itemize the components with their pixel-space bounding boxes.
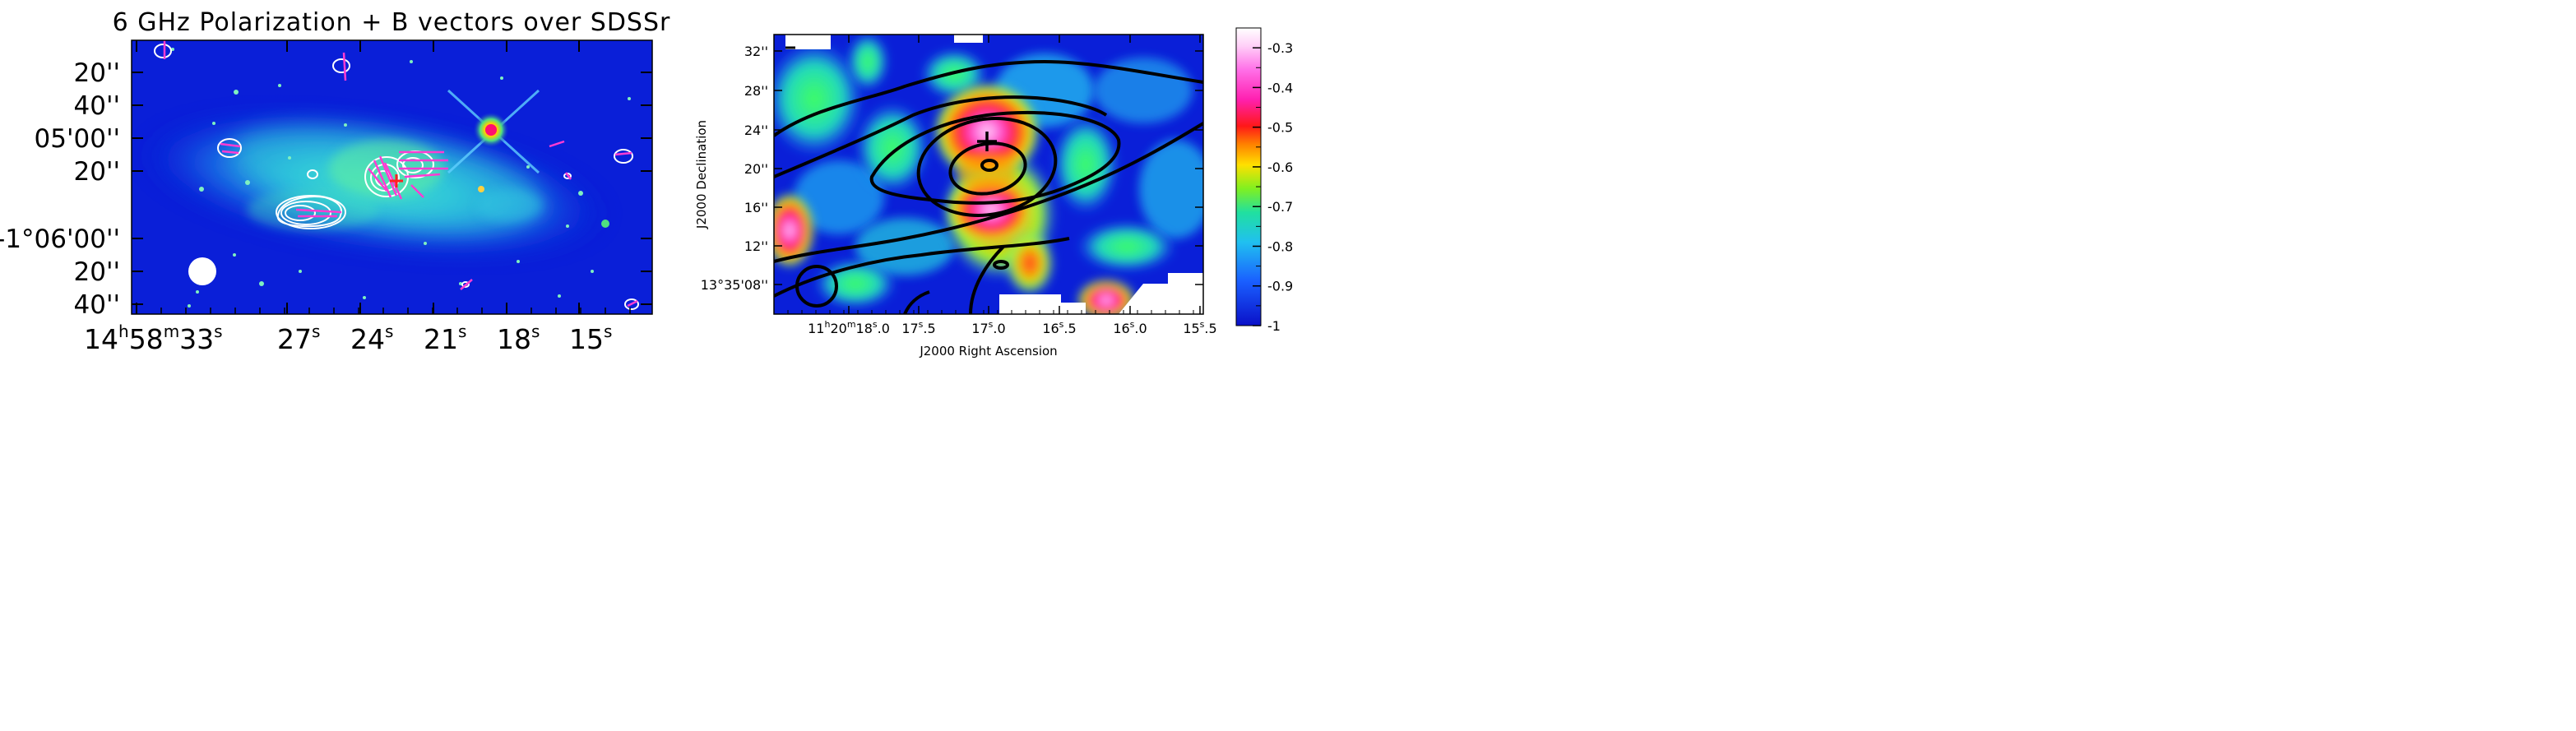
- right-dec-tick-label: 12'': [744, 238, 768, 254]
- right-ra-tick-label: 15s.5: [1183, 319, 1216, 336]
- left-dec-tick-label: 05'00'': [35, 124, 120, 154]
- colorbar-tick-label: -0.4: [1267, 80, 1293, 95]
- left-ra-tick-label: 27s: [277, 322, 320, 355]
- left-ra-tick-label: 21s: [424, 322, 466, 355]
- left-dec-tick-label: -1°06'00'': [0, 224, 120, 254]
- colorbar-axis: -0.3 -0.4 -0.5 -0.6 -0.7 -0.8 -0.9 -1: [1253, 40, 1293, 334]
- left-ra-tick-label: 14h58m33s: [84, 322, 223, 355]
- field-stars: [171, 48, 631, 308]
- colorbar: [1235, 27, 1262, 326]
- left-title: 6 GHz Polarization + B vectors over SDSS…: [113, 8, 671, 37]
- center-cross-right: [977, 132, 997, 151]
- right-xlabel: J2000 Right Ascension: [919, 344, 1057, 359]
- contours: [774, 59, 1203, 314]
- right-image: [774, 35, 1203, 314]
- left-image: [132, 40, 652, 314]
- left-dec-tick-label: 20'': [74, 257, 121, 287]
- colorbar-tick-label: -0.6: [1267, 160, 1293, 175]
- b-vectors: [163, 40, 638, 308]
- bright-star: [447, 89, 540, 174]
- left-dec-tick-label: 20'': [74, 58, 121, 88]
- right-ra-axis: 11h20m18s.0 17s.5 17s.0 16s.5 16s.0 15s.5: [787, 35, 1217, 336]
- right-dec-tick-label: 24'': [744, 123, 768, 138]
- center-cross: [390, 174, 403, 187]
- beam-circle: [795, 265, 838, 308]
- left-ra-tick-label: 15s: [569, 322, 612, 355]
- colorbar-tick-label: -0.7: [1267, 199, 1293, 215]
- right-dec-axis: 32'' 28'' 24'' 20'' 16'' 12'' 13°35'08'': [701, 44, 1203, 293]
- colorbar-tick-label: -0.5: [1267, 120, 1293, 136]
- left-dec-tick-label: 20'': [74, 157, 121, 187]
- colorbar-tick-label: -1: [1267, 318, 1281, 334]
- right-dec-tick-label: 16'': [744, 200, 768, 215]
- left-ra-tick-label: 18s: [497, 322, 540, 355]
- left-ra-tick-label: 24s: [350, 322, 393, 355]
- beam-ellipse: [188, 257, 216, 285]
- right-ra-tick-label: 17s.0: [971, 319, 1005, 336]
- polarization-contours: [154, 44, 639, 310]
- left-frame: [131, 39, 653, 315]
- right-ra-tick-label: 11h20m18s.0: [808, 319, 890, 336]
- colorbar-tick-label: -0.8: [1267, 238, 1293, 254]
- colorbar-tick-label: -0.3: [1267, 40, 1293, 56]
- right-ra-tick-label: 17s.5: [901, 319, 935, 336]
- right-dec-tick-label: 28'': [744, 83, 768, 99]
- left-dec-tick-label: 40'': [74, 91, 121, 121]
- right-dec-tick-label: 20'': [744, 161, 768, 177]
- left-ra-axis: 14h58m33s 27s 24s 21s 18s 15s: [84, 40, 631, 355]
- right-dec-tick-label: 32'': [744, 44, 768, 59]
- right-ra-tick-label: 16s.5: [1042, 319, 1076, 336]
- left-dec-axis: 20''40''05'00''20''-1°06'00''20''40'': [0, 58, 652, 320]
- colorbar-tick-label: -0.9: [1267, 279, 1293, 294]
- right-ylabel: J2000 Declination: [694, 120, 709, 229]
- right-dec-tick-label: 13°35'08'': [701, 277, 768, 293]
- right-ra-tick-label: 16s.0: [1113, 319, 1147, 336]
- left-dec-tick-label: 40'': [74, 290, 121, 320]
